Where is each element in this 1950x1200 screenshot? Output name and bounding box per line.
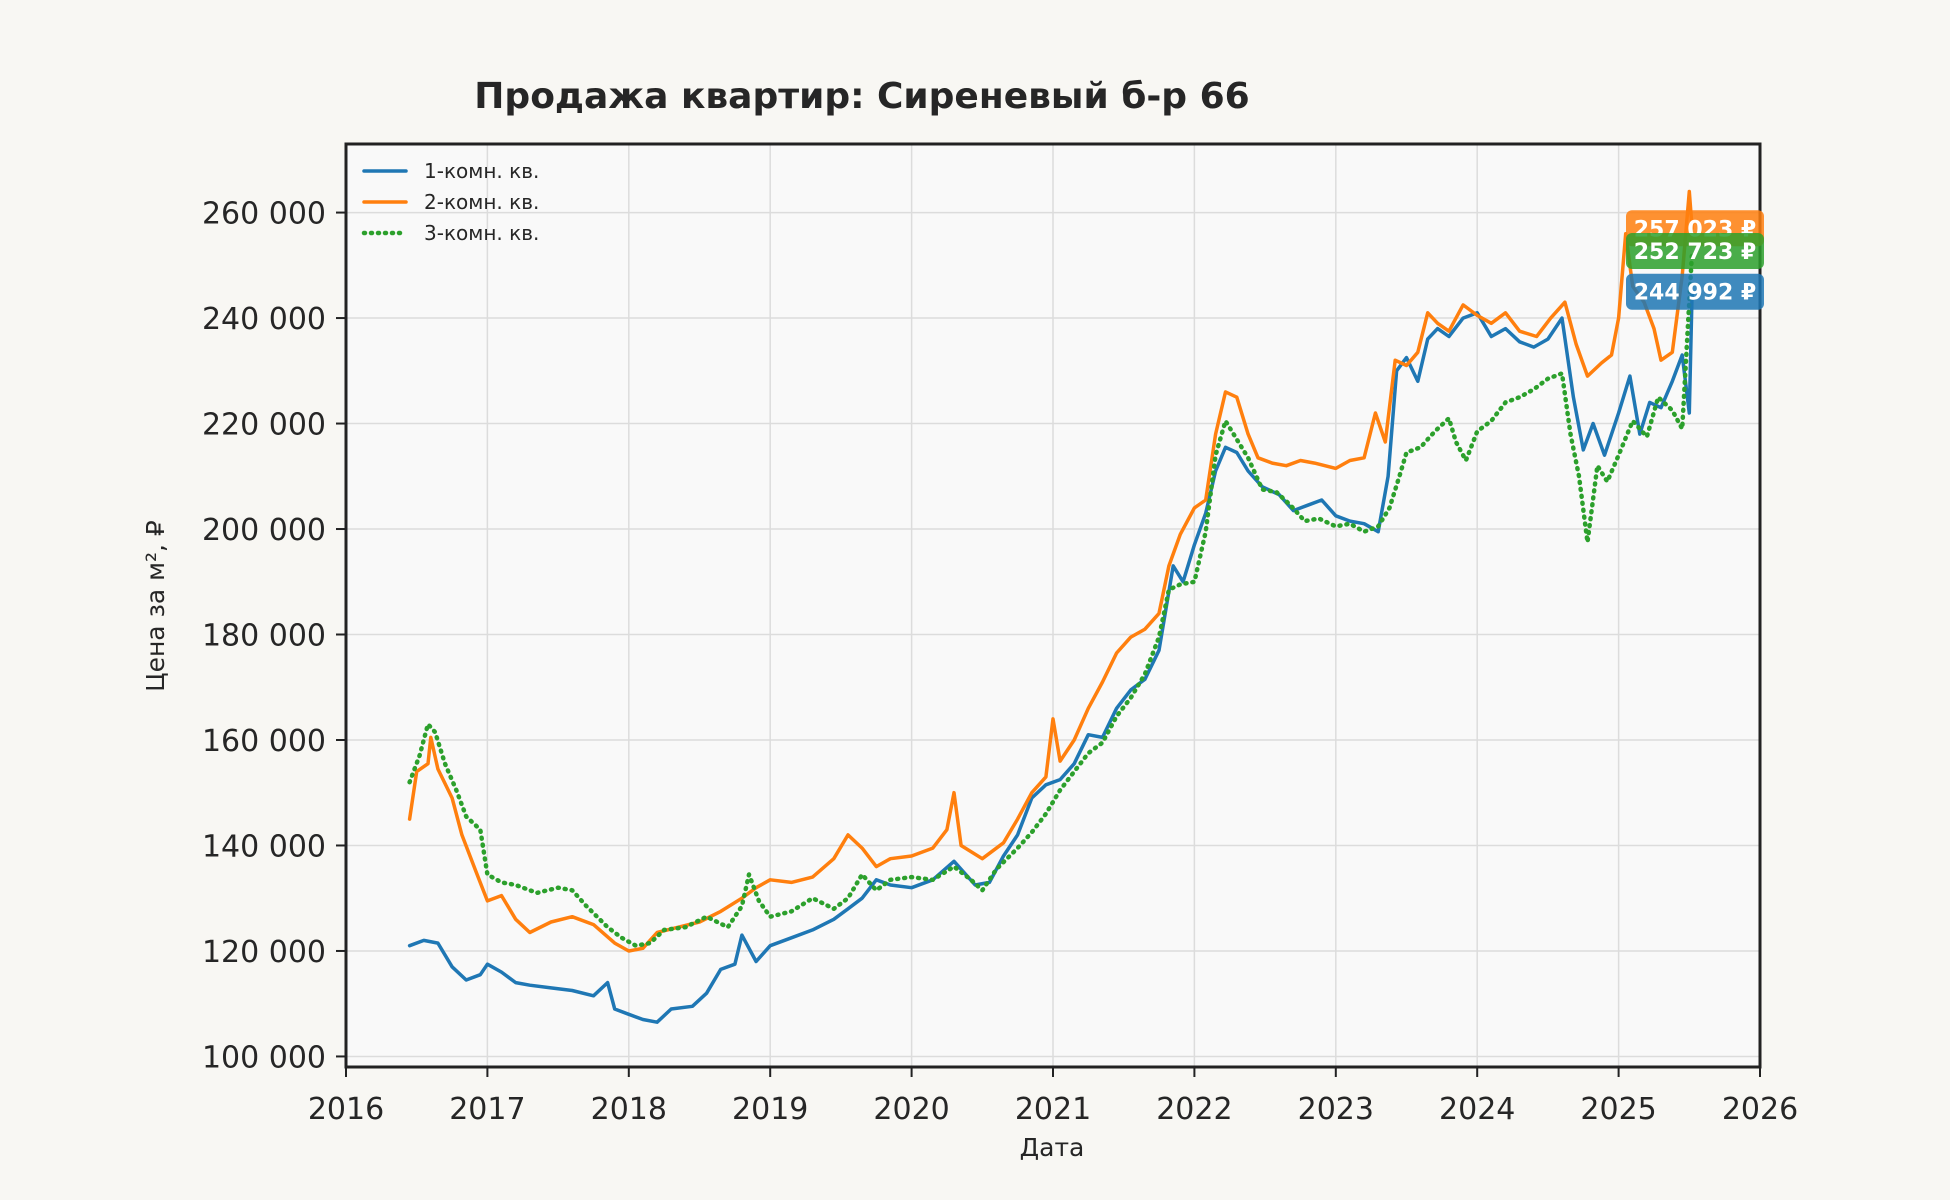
series-3-room bbox=[407, 248, 1695, 948]
badge-background bbox=[1626, 232, 1764, 269]
x-tick-label: 2018 bbox=[591, 1092, 667, 1127]
series-line bbox=[407, 189, 1694, 953]
y-tick-label: 160 000 bbox=[202, 724, 326, 759]
x-tick-label: 2024 bbox=[1439, 1092, 1515, 1127]
series-line bbox=[407, 248, 1695, 948]
legend: 1-комн. кв. 2-комн. кв. 3-комн. кв. bbox=[361, 159, 539, 245]
x-tick-label: 2023 bbox=[1298, 1092, 1374, 1127]
series-2-room bbox=[407, 189, 1694, 953]
y-tick-label: 220 000 bbox=[202, 408, 326, 443]
x-tick-label: 2017 bbox=[449, 1092, 525, 1127]
chart-title: Продажа квартир: Сиреневый б-р 66 bbox=[474, 76, 1249, 117]
y-tick-label: 180 000 bbox=[202, 619, 326, 654]
x-tick-label: 2026 bbox=[1722, 1092, 1798, 1127]
legend-label: 3-комн. кв. bbox=[424, 221, 539, 245]
y-tick-label: 260 000 bbox=[202, 197, 326, 232]
x-axis-label: Дата bbox=[1020, 1133, 1085, 1162]
badge-background bbox=[1626, 273, 1764, 310]
badge-value: 252 723 ₽ bbox=[1634, 240, 1756, 265]
x-tick-label: 2016 bbox=[308, 1092, 384, 1127]
x-axis: 2016 2017 2018 2019 2020 2021 2022 2023 2024 2025… bbox=[308, 1067, 1798, 1127]
last-value-badge: 244 992 ₽ bbox=[1626, 273, 1764, 310]
badge-value: 244 992 ₽ bbox=[1634, 281, 1756, 306]
last-value-badge: 252 723 ₽ bbox=[1626, 232, 1764, 269]
x-tick-label: 2022 bbox=[1156, 1092, 1232, 1127]
y-tick-label: 240 000 bbox=[202, 302, 326, 337]
x-tick-label: 2019 bbox=[732, 1092, 808, 1127]
y-tick-label: 100 000 bbox=[202, 1040, 326, 1075]
y-axis: 100 000 120 000 140 000 160 000 180 000 200 0… bbox=[202, 197, 346, 1075]
y-tick-label: 140 000 bbox=[202, 829, 326, 864]
last-value-badges: 257 023 ₽252 723 ₽244 992 ₽ bbox=[1626, 210, 1764, 310]
y-tick-label: 200 000 bbox=[202, 513, 326, 548]
series-layer bbox=[407, 189, 1695, 1024]
x-tick-label: 2021 bbox=[1015, 1092, 1091, 1127]
x-tick-label: 2020 bbox=[873, 1092, 949, 1127]
legend-label: 2-комн. кв. bbox=[424, 190, 539, 214]
legend-label: 1-комн. кв. bbox=[424, 159, 539, 183]
y-axis-label: Цена за м², ₽ bbox=[141, 520, 170, 692]
x-tick-label: 2025 bbox=[1580, 1092, 1656, 1127]
y-tick-label: 120 000 bbox=[202, 935, 326, 970]
